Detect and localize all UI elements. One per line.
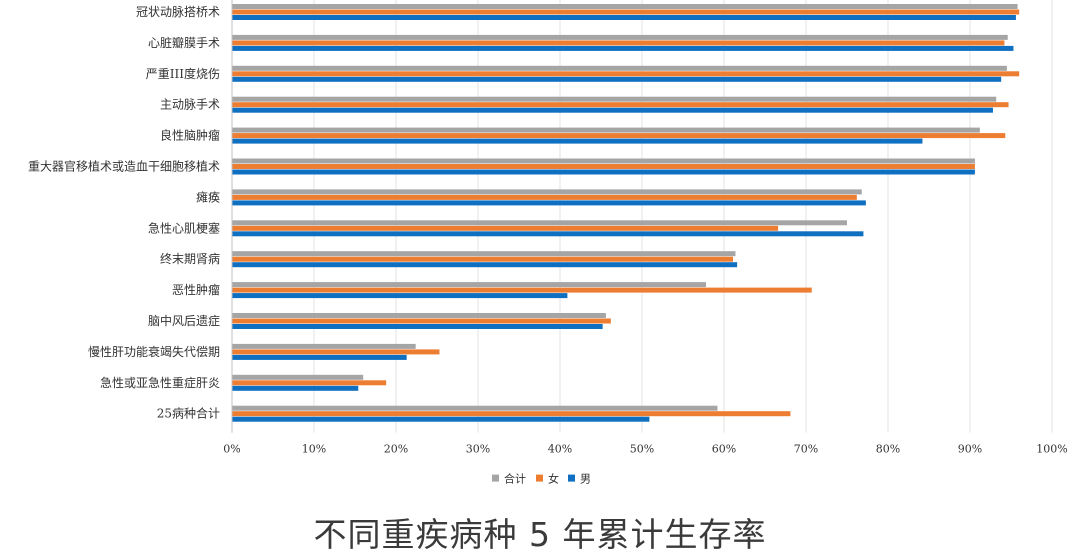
category-label: 重大器官移植术或造血干细胞移植术 — [28, 159, 220, 174]
category-label: 心脏瓣膜手术 — [148, 35, 220, 50]
x-tick-label: 0% — [223, 443, 240, 456]
x-tick-label: 30% — [466, 443, 490, 456]
x-axis-ticks: 0% 10% 20% 30% 40% 50% 60% 70% 80% 90% 100% — [223, 443, 1067, 456]
legend-label: 女 — [548, 472, 559, 486]
bar-male — [232, 45, 1014, 51]
x-tick-label: 20% — [384, 443, 408, 456]
bar-total — [232, 65, 1007, 71]
bar-total — [232, 405, 718, 411]
bar-male — [232, 324, 603, 329]
category-label: 恶性肿瘤 — [172, 282, 220, 297]
bar-female — [232, 71, 1020, 77]
bar-female — [232, 40, 1005, 46]
bars — [232, 4, 1020, 422]
x-tick-label: 100% — [1036, 443, 1067, 456]
bar-male — [232, 385, 359, 391]
bar-male — [232, 107, 993, 113]
bar-male — [232, 354, 407, 360]
bar-total — [232, 313, 606, 318]
category-label: 慢性肝功能衰竭失代偿期 — [88, 344, 220, 359]
bar-male — [232, 262, 738, 268]
bar-female — [232, 102, 1009, 108]
category-label: 脑中风后遗症 — [148, 313, 220, 328]
bar-total — [232, 251, 736, 257]
bar-male — [232, 416, 650, 422]
bar-total — [232, 34, 1008, 40]
bar-total — [232, 282, 706, 288]
bar-total — [232, 189, 862, 195]
legend-label: 合计 — [504, 472, 526, 486]
bar-total — [232, 220, 847, 226]
bar-total — [232, 96, 997, 102]
bar-male — [232, 231, 864, 237]
x-tick-label: 10% — [302, 443, 326, 456]
bar-total — [232, 158, 975, 164]
bar-male — [232, 200, 866, 206]
bar-male — [232, 15, 1016, 20]
bar-female — [232, 349, 440, 355]
category-label: 急性心肌梗塞 — [148, 220, 220, 235]
legend-label: 男 — [580, 473, 591, 486]
category-label: 良性脑肿瘤 — [160, 128, 220, 143]
category-label: 主动脉手术 — [160, 97, 220, 112]
x-tick-label: 80% — [876, 443, 900, 456]
bar-female — [232, 225, 779, 231]
bar-female — [232, 194, 857, 200]
x-tick-label: 60% — [712, 443, 736, 456]
x-tick-label: 90% — [958, 443, 982, 456]
category-label: 急性或亚急性重症肝炎 — [100, 375, 220, 390]
bar-total — [232, 4, 1018, 9]
category-label: 瘫痪 — [196, 189, 220, 204]
x-tick-label: 50% — [630, 443, 654, 456]
bar-female — [232, 287, 812, 293]
category-labels: 冠状动脉搭桥术心脏瓣膜手术严重III度烧伤主动脉手术良性脑肿瘤重大器官移植术或造… — [28, 4, 220, 421]
bar-male — [232, 138, 923, 144]
bar-female — [232, 133, 1006, 139]
bar-male — [232, 169, 975, 175]
bar-female — [232, 256, 734, 262]
bar-female — [232, 411, 791, 417]
grid-lines — [231, 0, 1053, 433]
bar-female — [232, 9, 1020, 15]
category-label: 25病种合计 — [157, 406, 220, 421]
category-label: 严重III度烧伤 — [146, 66, 220, 81]
bar-total — [232, 374, 364, 380]
legend-swatch — [568, 474, 575, 482]
bar-total — [232, 343, 416, 349]
bar-female — [232, 164, 975, 169]
bar-total — [232, 127, 980, 133]
chart-title: 不同重疾病种 5 年累计生存率 — [313, 515, 767, 554]
legend-swatch — [536, 474, 543, 482]
x-tick-label: 40% — [548, 443, 572, 456]
bar-female — [232, 318, 611, 324]
legend: 合计 女 男 — [492, 472, 591, 486]
category-label: 终末期肾病 — [160, 251, 220, 266]
bar-male — [232, 76, 1002, 82]
x-tick-label: 70% — [794, 443, 818, 456]
legend-swatch — [492, 474, 499, 482]
bar-male — [232, 293, 568, 299]
category-label: 冠状动脉搭桥术 — [136, 4, 220, 19]
bar-female — [232, 380, 387, 386]
